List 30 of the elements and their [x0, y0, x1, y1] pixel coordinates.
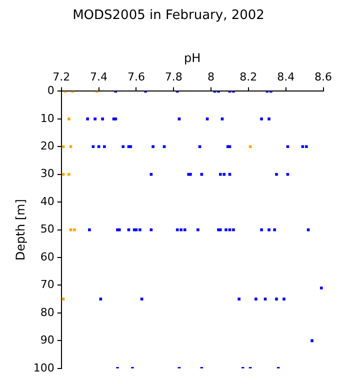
- y-axis-title: Depth [m]: [13, 199, 28, 261]
- x-axis-title: pH: [184, 50, 201, 65]
- y-tick-label: 60: [40, 250, 54, 264]
- point: [73, 228, 76, 232]
- point: [248, 145, 252, 148]
- x-tick-label: 7.8: [164, 70, 182, 84]
- point: [67, 172, 70, 176]
- x-tick-label: 8.2: [240, 70, 258, 84]
- y-tick-label: 70: [40, 278, 54, 292]
- y-tick-label: 50: [40, 222, 54, 236]
- point: [69, 145, 72, 148]
- y-tick-label: 90: [40, 334, 54, 347]
- point: [62, 172, 65, 176]
- y-tick-label: 10: [40, 112, 54, 125]
- x-tick-label: 8: [208, 70, 215, 84]
- y-tick-label: 30: [40, 167, 54, 180]
- x-tick-label: 8.4: [277, 70, 295, 84]
- x-tick-label: 7.2: [52, 70, 70, 84]
- y-tick-label: 80: [40, 306, 54, 319]
- point: [62, 145, 65, 148]
- point: [67, 118, 70, 120]
- x-tick-label: 7.4: [90, 70, 108, 84]
- y-tick-label: 0: [47, 84, 54, 98]
- y-tick-label: 100: [33, 361, 54, 374]
- point: [62, 298, 65, 301]
- y-tick-label: 20: [40, 140, 54, 152]
- y-tick-label: 40: [40, 194, 54, 208]
- x-tick-label: 8.6: [314, 70, 332, 84]
- chart-title: MODS2005 in February, 2002: [72, 8, 264, 24]
- x-tick-label: 7.6: [127, 70, 145, 84]
